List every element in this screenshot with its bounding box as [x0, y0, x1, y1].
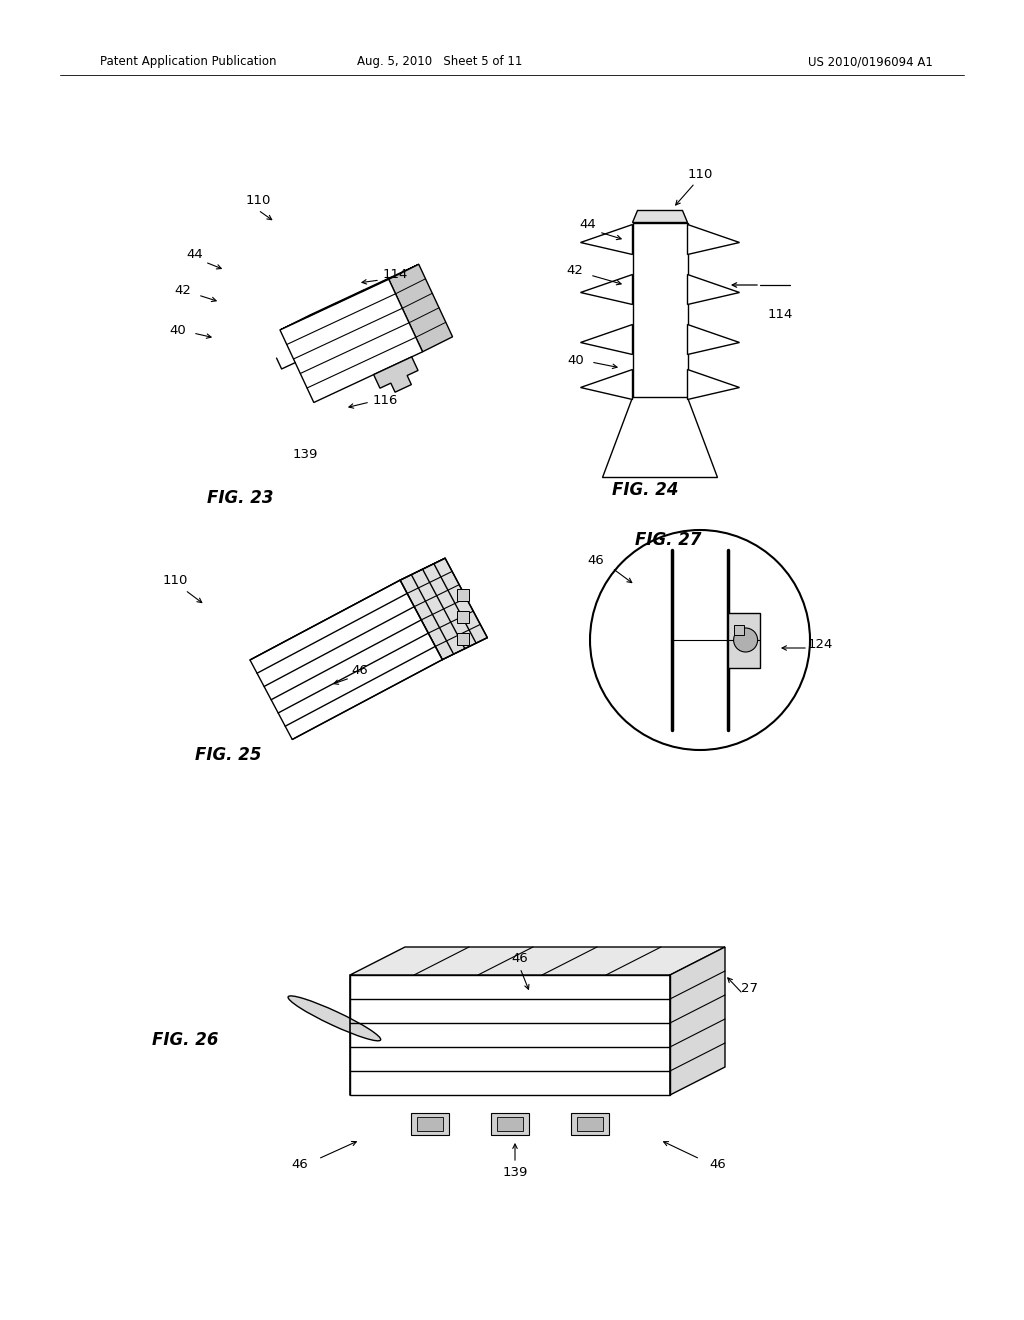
Text: 42: 42	[174, 284, 191, 297]
Text: 46: 46	[710, 1159, 726, 1172]
Polygon shape	[633, 210, 687, 223]
Text: 124: 124	[807, 639, 833, 652]
Polygon shape	[350, 946, 725, 975]
Polygon shape	[687, 224, 739, 255]
Polygon shape	[497, 1117, 523, 1131]
Polygon shape	[670, 946, 725, 1096]
Circle shape	[590, 531, 810, 750]
Polygon shape	[687, 275, 739, 305]
Circle shape	[733, 628, 758, 652]
Polygon shape	[728, 612, 760, 668]
Polygon shape	[250, 558, 445, 660]
Text: 46: 46	[512, 952, 528, 965]
Polygon shape	[633, 223, 687, 397]
Polygon shape	[602, 397, 718, 478]
Text: 27: 27	[741, 982, 759, 995]
Polygon shape	[687, 325, 739, 355]
Text: 114: 114	[382, 268, 408, 281]
Polygon shape	[490, 1113, 529, 1135]
Text: FIG. 24: FIG. 24	[611, 480, 678, 499]
Polygon shape	[374, 356, 418, 392]
Text: 46: 46	[588, 553, 604, 566]
Polygon shape	[280, 280, 423, 403]
Text: 46: 46	[351, 664, 369, 676]
Text: FIG. 27: FIG. 27	[635, 531, 701, 549]
Polygon shape	[250, 581, 442, 739]
Polygon shape	[687, 370, 739, 400]
Polygon shape	[581, 325, 633, 355]
FancyBboxPatch shape	[457, 589, 469, 601]
Text: 110: 110	[687, 169, 713, 181]
Text: 139: 139	[292, 449, 317, 462]
Text: Aug. 5, 2010   Sheet 5 of 11: Aug. 5, 2010 Sheet 5 of 11	[357, 55, 522, 69]
Text: 46: 46	[292, 1159, 308, 1172]
Polygon shape	[571, 1113, 609, 1135]
Polygon shape	[350, 975, 670, 1096]
Polygon shape	[581, 370, 633, 400]
Text: 139: 139	[503, 1167, 527, 1180]
Text: FIG. 26: FIG. 26	[152, 1031, 218, 1049]
Ellipse shape	[288, 995, 381, 1041]
Text: FIG. 25: FIG. 25	[195, 746, 261, 764]
Text: 44: 44	[186, 248, 204, 261]
Polygon shape	[400, 558, 487, 660]
Polygon shape	[581, 224, 633, 255]
FancyBboxPatch shape	[457, 634, 469, 645]
Text: FIG. 23: FIG. 23	[207, 488, 273, 507]
Text: Patent Application Publication: Patent Application Publication	[100, 55, 276, 69]
Text: 44: 44	[580, 219, 596, 231]
Text: 40: 40	[567, 354, 585, 367]
Text: 110: 110	[163, 573, 187, 586]
Polygon shape	[581, 275, 633, 305]
Text: US 2010/0196094 A1: US 2010/0196094 A1	[808, 55, 933, 69]
Polygon shape	[411, 1113, 449, 1135]
Text: 114: 114	[767, 309, 793, 322]
FancyBboxPatch shape	[457, 611, 469, 623]
Text: 40: 40	[170, 323, 186, 337]
Polygon shape	[280, 264, 419, 330]
Text: 42: 42	[566, 264, 584, 276]
Text: 116: 116	[373, 393, 397, 407]
FancyBboxPatch shape	[734, 624, 744, 635]
Polygon shape	[389, 264, 453, 352]
Polygon shape	[577, 1117, 603, 1131]
Text: 110: 110	[246, 194, 270, 206]
Polygon shape	[417, 1117, 443, 1131]
